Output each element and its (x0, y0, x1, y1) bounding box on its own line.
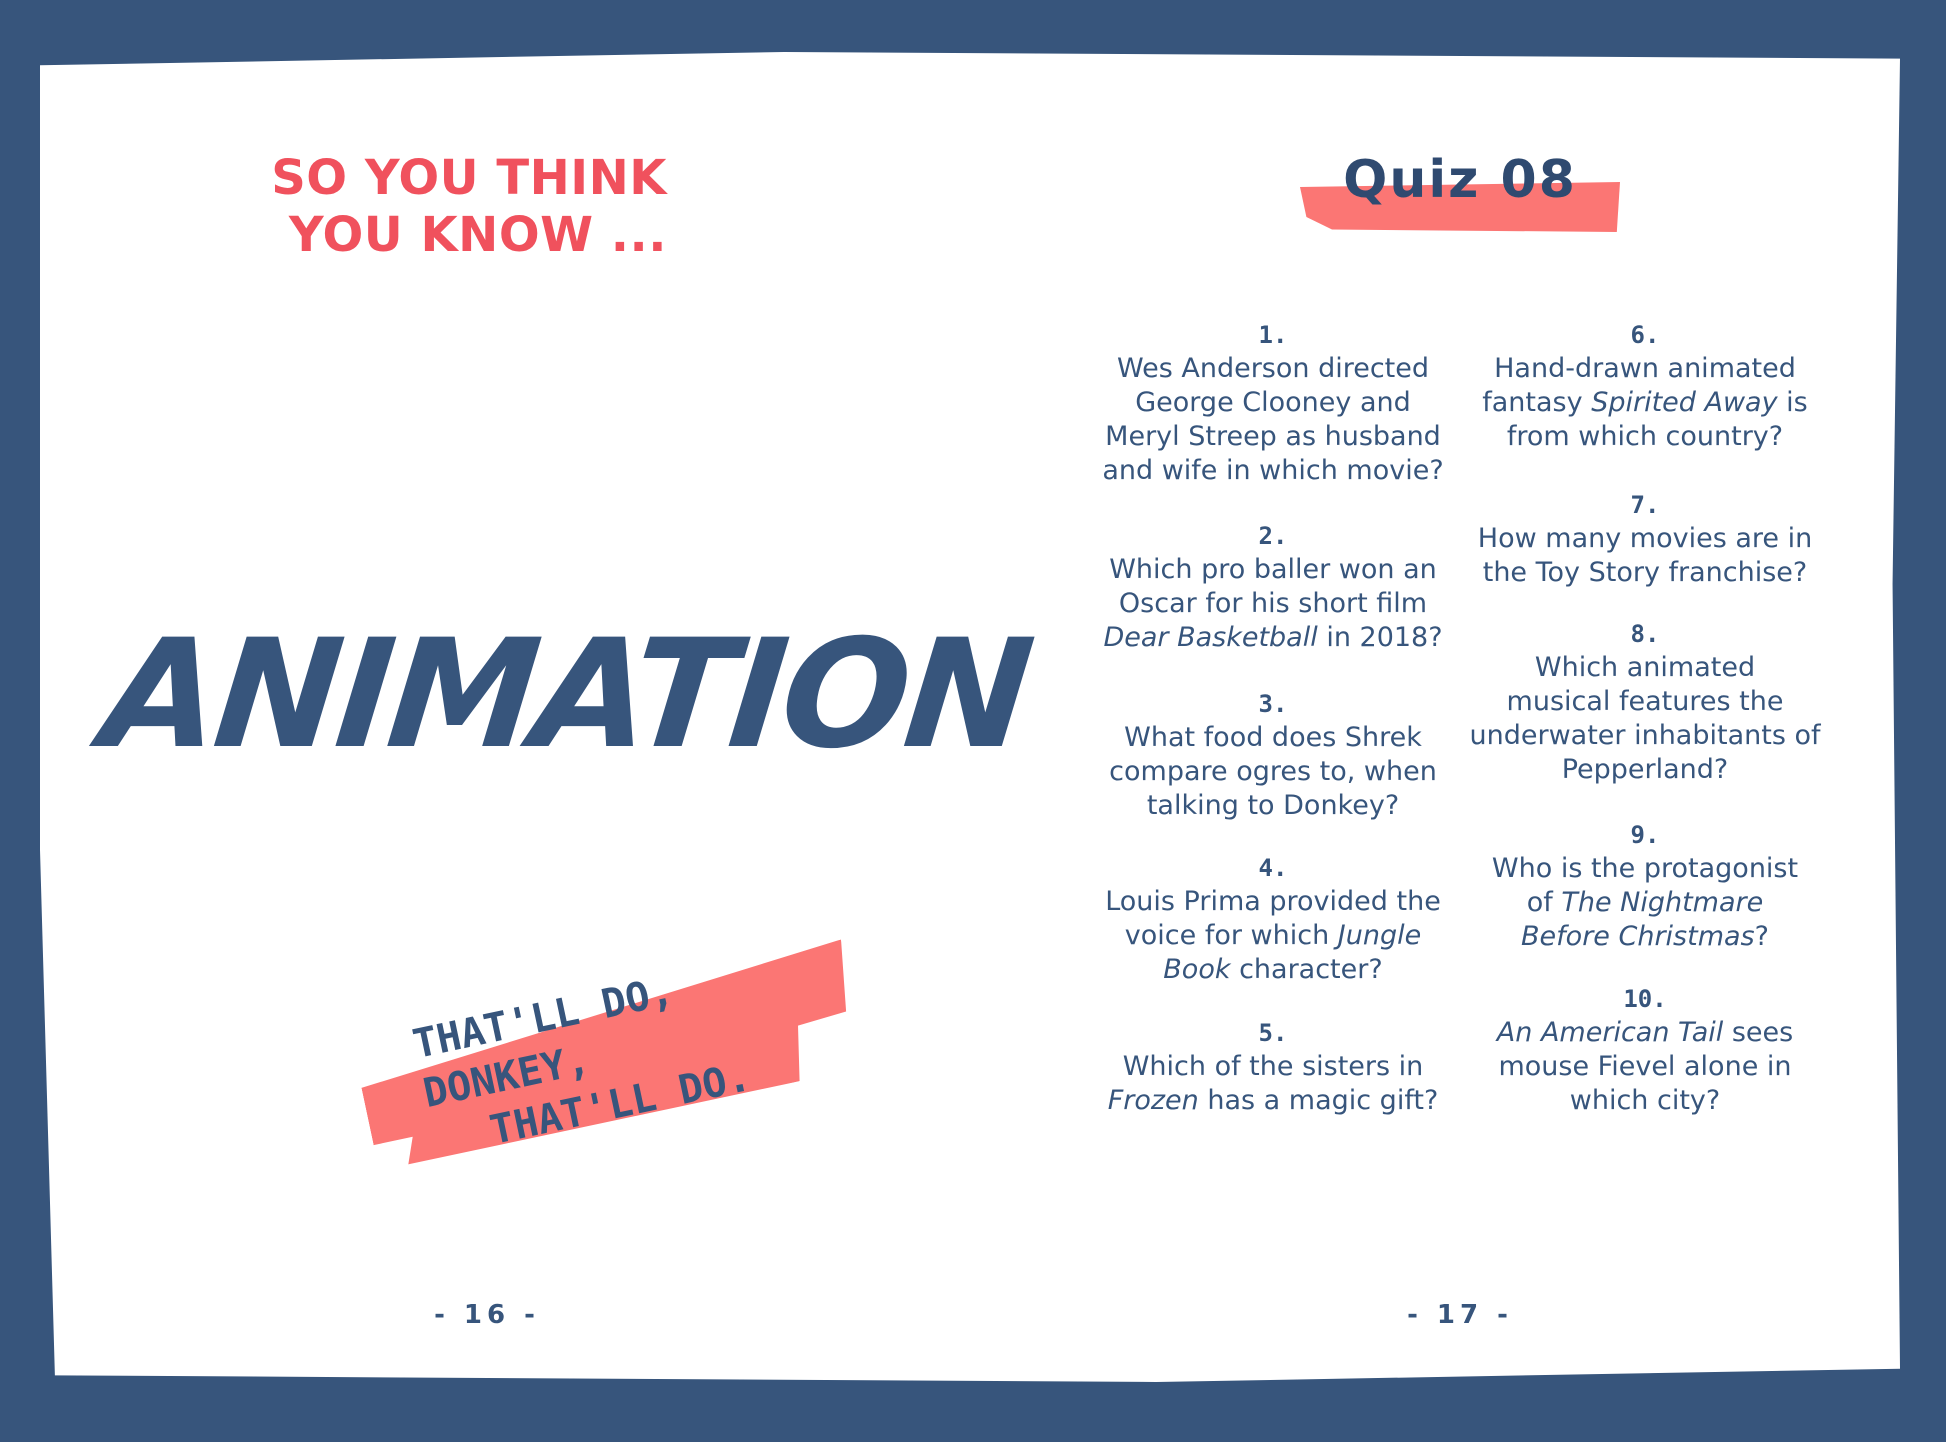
question-line: Which of the sisters in (1088, 1050, 1458, 1084)
question-line: talking to Donkey? (1088, 789, 1458, 823)
question-line: Pepperland? (1460, 753, 1830, 787)
question-line: Book character? (1088, 953, 1458, 987)
question-text: has a magic gift? (1198, 1085, 1439, 1116)
question-line: underwater inhabitants of (1460, 719, 1830, 753)
question-text: Which of the sisters in (1122, 1051, 1424, 1082)
question-line: Wes Anderson directed (1088, 352, 1458, 386)
question-text: from which country? (1506, 421, 1784, 452)
question-text: What food does Shrek (1124, 722, 1422, 753)
question-text: and wife in which movie? (1102, 455, 1444, 486)
question-text: the Toy Story franchise? (1482, 557, 1808, 588)
question-text: musical features the (1506, 686, 1784, 717)
question-text: Who is the protagonist (1491, 853, 1799, 884)
title-text: Frozen (1107, 1085, 1199, 1116)
question-text: in 2018? (1317, 622, 1443, 653)
question-text: fantasy (1482, 387, 1592, 418)
quiz-question: 5. Which of the sisters in Frozen has a ma… (1088, 1016, 1458, 1118)
question-number: 7. (1630, 491, 1660, 519)
question-text: Which animated (1534, 652, 1756, 683)
question-text: ? (1754, 921, 1769, 952)
question-line: Which animated (1460, 651, 1830, 685)
question-line: the Toy Story franchise? (1460, 556, 1830, 590)
question-text: How many movies are in (1477, 523, 1813, 554)
topic-title: ANIMATION (94, 608, 1037, 782)
title-text: Before Christmas (1521, 921, 1755, 952)
title-text: An American Tail (1496, 1017, 1724, 1048)
question-text: Louis Prima provided the (1105, 886, 1441, 917)
book-spread (40, 52, 1900, 1382)
header-line-2: YOU KNOW ... (288, 207, 667, 263)
question-number: 1. (1258, 321, 1288, 349)
question-number: 2. (1258, 522, 1288, 550)
question-line: musical features the (1460, 685, 1830, 719)
question-text: which city? (1569, 1085, 1721, 1116)
question-number: 5. (1258, 1019, 1288, 1047)
question-line: Before Christmas? (1460, 920, 1830, 954)
question-line: What food does Shrek (1088, 721, 1458, 755)
quiz-heading: Quiz 08 (1300, 150, 1620, 232)
title-text: Book (1163, 954, 1231, 985)
question-text: George Clooney and (1135, 387, 1411, 418)
question-line: compare ogres to, when (1088, 755, 1458, 789)
quiz-question: 7. How many movies are in the Toy Story fr… (1460, 488, 1830, 590)
question-number: 6. (1630, 321, 1660, 349)
page-number-left: - 16 - (434, 1300, 540, 1330)
question-text: sees (1723, 1017, 1794, 1048)
question-text: mouse Fievel alone in (1498, 1051, 1792, 1082)
quiz-question: 4. Louis Prima provided the voice for whic… (1088, 851, 1458, 987)
question-line: Who is the protagonist (1460, 852, 1830, 886)
question-text: underwater inhabitants of (1469, 720, 1821, 751)
question-number: 10. (1623, 985, 1667, 1013)
brush-stroke (1300, 182, 1620, 232)
quiz-title: Quiz 08 (1343, 150, 1577, 210)
title-text: The Nightmare (1561, 887, 1764, 918)
question-line: Meryl Streep as husband (1088, 420, 1458, 454)
header-line-1: SO YOU THINK (271, 150, 667, 206)
question-line: fantasy Spirited Away is (1460, 386, 1830, 420)
question-text: of (1526, 887, 1562, 918)
question-text: compare ogres to, when (1109, 756, 1437, 787)
question-text: is (1777, 387, 1808, 418)
question-text: talking to Donkey? (1146, 790, 1400, 821)
series-header: SO YOU THINK YOU KNOW ... (271, 150, 667, 264)
question-line: from which country? (1460, 420, 1830, 454)
quiz-question: 3. What food does Shrek compare ogres to, … (1088, 687, 1458, 823)
question-line: George Clooney and (1088, 386, 1458, 420)
question-number: 8. (1630, 620, 1660, 648)
question-line: and wife in which movie? (1088, 454, 1458, 488)
question-line: Oscar for his short film (1088, 587, 1458, 621)
question-line: Dear Basketball in 2018? (1088, 621, 1458, 655)
question-text: Oscar for his short film (1118, 588, 1428, 619)
question-line: An American Tail sees (1460, 1016, 1830, 1050)
question-line: Louis Prima provided the (1088, 885, 1458, 919)
question-text: character? (1230, 954, 1383, 985)
question-line: Which pro baller won an (1088, 553, 1458, 587)
question-text: Which pro baller won an (1109, 554, 1437, 585)
question-text: Wes Anderson directed (1116, 353, 1430, 384)
quiz-question: 8. Which animated musical features the unde… (1460, 617, 1830, 787)
title-text: Jungle (1337, 920, 1422, 951)
question-line: of The Nightmare (1460, 886, 1830, 920)
quiz-question: 10. An American Tail sees mouse Fievel alo… (1460, 982, 1830, 1118)
quiz-question: 6. Hand-drawn animated fantasy Spirited Aw… (1460, 318, 1830, 454)
question-line: voice for which Jungle (1088, 919, 1458, 953)
question-number: 9. (1630, 821, 1660, 849)
question-line: Hand-drawn animated (1460, 352, 1830, 386)
question-number: 4. (1258, 854, 1288, 882)
question-text: Meryl Streep as husband (1105, 421, 1441, 452)
question-line: Frozen has a magic gift? (1088, 1084, 1458, 1118)
question-line: mouse Fievel alone in (1460, 1050, 1830, 1084)
question-text: voice for which (1124, 920, 1338, 951)
title-text: Dear Basketball (1103, 622, 1318, 653)
question-text: Hand-drawn animated (1494, 353, 1796, 384)
question-number: 3. (1258, 690, 1288, 718)
page-number-right: - 17 - (1407, 1300, 1513, 1330)
question-line: How many movies are in (1460, 522, 1830, 556)
question-line: which city? (1460, 1084, 1830, 1118)
quiz-question: 1. Wes Anderson directed George Clooney an… (1088, 318, 1458, 488)
quiz-question: 2. Which pro baller won an Oscar for his s… (1088, 519, 1458, 655)
question-text: Pepperland? (1561, 754, 1729, 785)
quiz-question: 9. Who is the protagonist of The Nightmare… (1460, 818, 1830, 954)
title-text: Spirited Away (1591, 387, 1778, 418)
